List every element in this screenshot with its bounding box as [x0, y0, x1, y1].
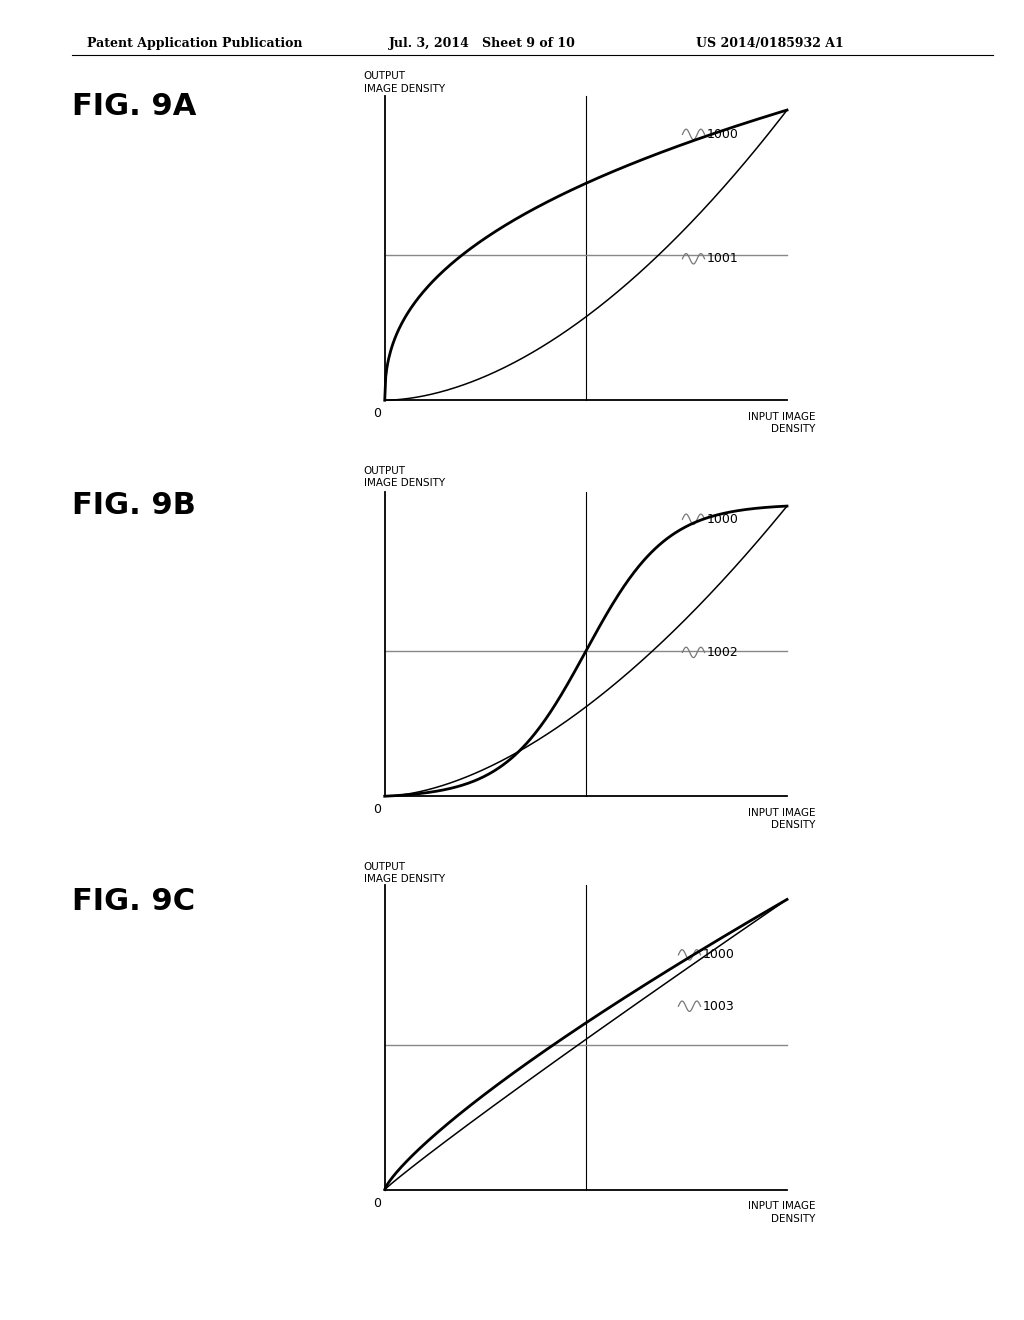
- Text: INPUT IMAGE
DENSITY: INPUT IMAGE DENSITY: [748, 1201, 815, 1224]
- Text: 0: 0: [373, 1197, 381, 1210]
- Text: Jul. 3, 2014   Sheet 9 of 10: Jul. 3, 2014 Sheet 9 of 10: [389, 37, 575, 50]
- Text: FIG. 9A: FIG. 9A: [72, 92, 196, 121]
- Text: 1000: 1000: [707, 128, 738, 141]
- Text: 0: 0: [373, 804, 381, 817]
- Text: US 2014/0185932 A1: US 2014/0185932 A1: [696, 37, 844, 50]
- Text: OUTPUT
IMAGE DENSITY: OUTPUT IMAGE DENSITY: [364, 466, 444, 488]
- Text: Patent Application Publication: Patent Application Publication: [87, 37, 302, 50]
- Text: FIG. 9B: FIG. 9B: [72, 491, 196, 520]
- Text: 0: 0: [373, 408, 381, 421]
- Text: 1002: 1002: [707, 645, 738, 659]
- Text: INPUT IMAGE
DENSITY: INPUT IMAGE DENSITY: [748, 412, 815, 434]
- Text: OUTPUT
IMAGE DENSITY: OUTPUT IMAGE DENSITY: [364, 71, 444, 94]
- Text: 1003: 1003: [702, 999, 734, 1012]
- Text: FIG. 9C: FIG. 9C: [72, 887, 195, 916]
- Text: INPUT IMAGE
DENSITY: INPUT IMAGE DENSITY: [748, 808, 815, 830]
- Text: OUTPUT
IMAGE DENSITY: OUTPUT IMAGE DENSITY: [364, 862, 444, 884]
- Text: 1000: 1000: [707, 512, 738, 525]
- Text: 1001: 1001: [707, 252, 738, 265]
- Text: 1000: 1000: [702, 948, 734, 961]
